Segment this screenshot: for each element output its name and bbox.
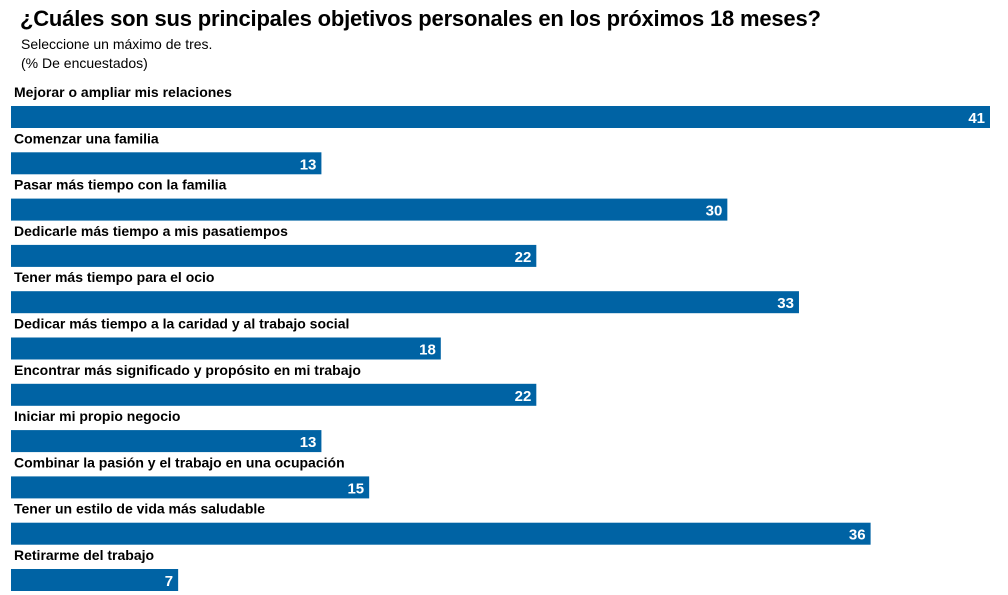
bar	[11, 198, 728, 221]
bar	[11, 244, 537, 267]
category-label: Iniciar mi propio negocio	[14, 408, 180, 424]
value-label: 7	[165, 573, 173, 590]
bar	[11, 522, 871, 545]
bar	[11, 430, 322, 453]
value-label: 36	[849, 527, 866, 544]
value-label: 30	[706, 203, 723, 220]
bar	[11, 291, 799, 314]
value-label: 18	[419, 342, 436, 359]
bar	[11, 337, 441, 360]
bar	[11, 106, 990, 128]
value-label: 15	[347, 480, 364, 497]
value-label: 41	[968, 110, 985, 127]
category-label: Combinar la pasión y el trabajo en una o…	[14, 454, 345, 470]
category-label: Mejorar o ampliar mis relaciones	[14, 84, 232, 100]
bar	[11, 152, 322, 175]
bar	[11, 476, 370, 499]
value-label: 22	[515, 249, 532, 266]
category-label: Tener un estilo de vida más saludable	[14, 501, 265, 517]
bar	[11, 569, 179, 591]
unit-note: (% De encuestados)	[21, 55, 148, 71]
category-label: Tener más tiempo para el ocio	[14, 269, 214, 285]
chart-subtitle: Seleccione un máximo de tres.	[21, 36, 213, 52]
category-label: Pasar más tiempo con la familia	[14, 177, 227, 193]
value-label: 22	[515, 388, 532, 405]
value-label: 33	[777, 295, 794, 312]
value-label: 13	[300, 434, 317, 451]
category-label: Encontrar más significado y propósito en…	[14, 362, 361, 378]
chart-title: ¿Cuáles son sus principales objetivos pe…	[20, 6, 821, 31]
value-label: 13	[300, 156, 317, 173]
category-label: Dedicar más tiempo a la caridad y al tra…	[14, 316, 349, 332]
category-label: Dedicarle más tiempo a mis pasatiempos	[14, 223, 288, 239]
category-label: Comenzar una familia	[14, 130, 159, 146]
category-label: Retirarme del trabajo	[14, 547, 154, 563]
bar	[11, 383, 537, 406]
